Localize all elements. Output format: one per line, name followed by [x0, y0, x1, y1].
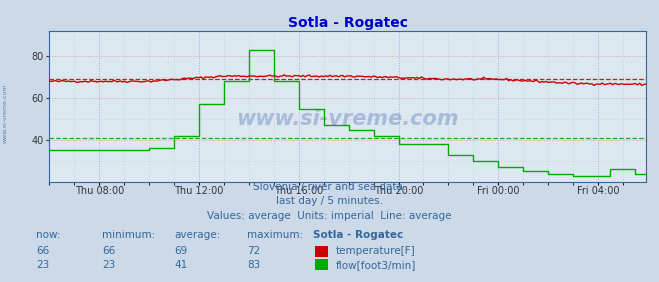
Text: average:: average:: [175, 230, 221, 240]
Title: Sotla - Rogatec: Sotla - Rogatec: [287, 16, 408, 30]
Text: 23: 23: [36, 260, 49, 270]
Text: Sotla - Rogatec: Sotla - Rogatec: [313, 230, 403, 240]
Text: temperature[F]: temperature[F]: [336, 246, 416, 256]
Text: flow[foot3/min]: flow[foot3/min]: [336, 260, 416, 270]
Text: 41: 41: [175, 260, 188, 270]
Text: www.si-vreme.com: www.si-vreme.com: [3, 83, 8, 142]
Text: now:: now:: [36, 230, 61, 240]
Text: 69: 69: [175, 246, 188, 256]
Text: 72: 72: [247, 246, 260, 256]
Text: 66: 66: [102, 246, 115, 256]
Text: last day / 5 minutes.: last day / 5 minutes.: [276, 197, 383, 206]
Text: www.si-vreme.com: www.si-vreme.com: [237, 109, 459, 129]
Text: 23: 23: [102, 260, 115, 270]
Text: minimum:: minimum:: [102, 230, 156, 240]
Text: Slovenia / river and sea data.: Slovenia / river and sea data.: [253, 182, 406, 192]
Text: Values: average  Units: imperial  Line: average: Values: average Units: imperial Line: av…: [207, 211, 452, 221]
Text: 66: 66: [36, 246, 49, 256]
Text: maximum:: maximum:: [247, 230, 303, 240]
Text: 83: 83: [247, 260, 260, 270]
